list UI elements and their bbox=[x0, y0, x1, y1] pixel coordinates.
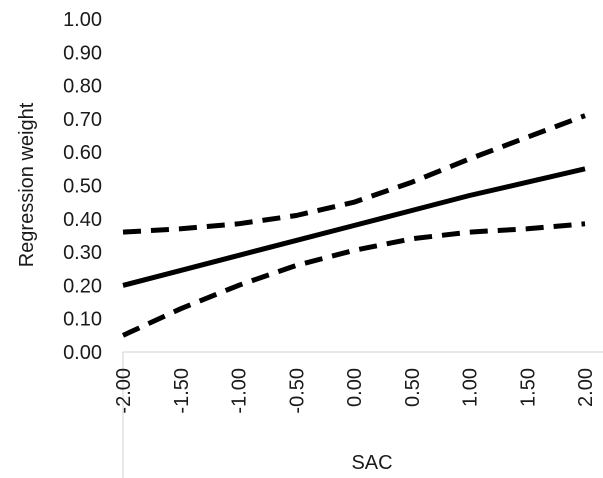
y-tick-label: 0.40 bbox=[63, 209, 102, 231]
y-tick-label: 0.60 bbox=[63, 142, 102, 164]
y-tick-label: 0.20 bbox=[63, 275, 102, 297]
x-tick-label: -1.50 bbox=[171, 368, 193, 414]
y-axis-tick-labels: 0.00 0.10 0.20 0.30 0.40 0.50 0.60 0.70 0.80 0.90… bbox=[63, 9, 102, 364]
x-axis-tick-labels: -2.00 -1.50 -1.00 -0.50 0.00 0.50 1.00 1.50 2.00 bbox=[113, 368, 597, 414]
x-tick-label: 1.00 bbox=[460, 368, 482, 407]
y-tick-label: 0.70 bbox=[63, 109, 102, 131]
y-tick-label: 0.80 bbox=[63, 76, 102, 98]
series-layer bbox=[121, 113, 586, 338]
confidence-band-line bbox=[121, 221, 586, 338]
x-tick-label: -2.00 bbox=[113, 368, 135, 414]
x-tick-label: 1.50 bbox=[517, 368, 539, 407]
y-tick-label: 0.00 bbox=[63, 342, 102, 364]
regression-line bbox=[122, 166, 586, 288]
x-tick-label: 2.00 bbox=[575, 368, 597, 407]
y-tick-label: 1.00 bbox=[63, 9, 102, 31]
confidence-band-line bbox=[122, 113, 586, 235]
y-tick-label: 0.50 bbox=[63, 176, 102, 198]
y-tick-label: 0.10 bbox=[63, 309, 102, 331]
y-axis-title: Regression weight bbox=[16, 102, 38, 267]
y-tick-label: 0.30 bbox=[63, 242, 102, 264]
x-tick-label: -0.50 bbox=[286, 368, 308, 414]
x-tick-label: -1.00 bbox=[229, 368, 251, 414]
x-tick-label: 0.50 bbox=[402, 368, 424, 407]
x-axis-title: SAC bbox=[351, 452, 392, 474]
axes bbox=[122, 351, 603, 478]
y-tick-label: 0.90 bbox=[63, 42, 102, 64]
x-tick-label: 0.00 bbox=[344, 368, 366, 407]
